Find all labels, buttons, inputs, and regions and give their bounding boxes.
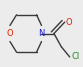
Text: Cl: Cl: [71, 52, 80, 61]
Text: O: O: [7, 29, 13, 38]
Text: O: O: [66, 18, 72, 27]
Text: N: N: [38, 29, 45, 38]
